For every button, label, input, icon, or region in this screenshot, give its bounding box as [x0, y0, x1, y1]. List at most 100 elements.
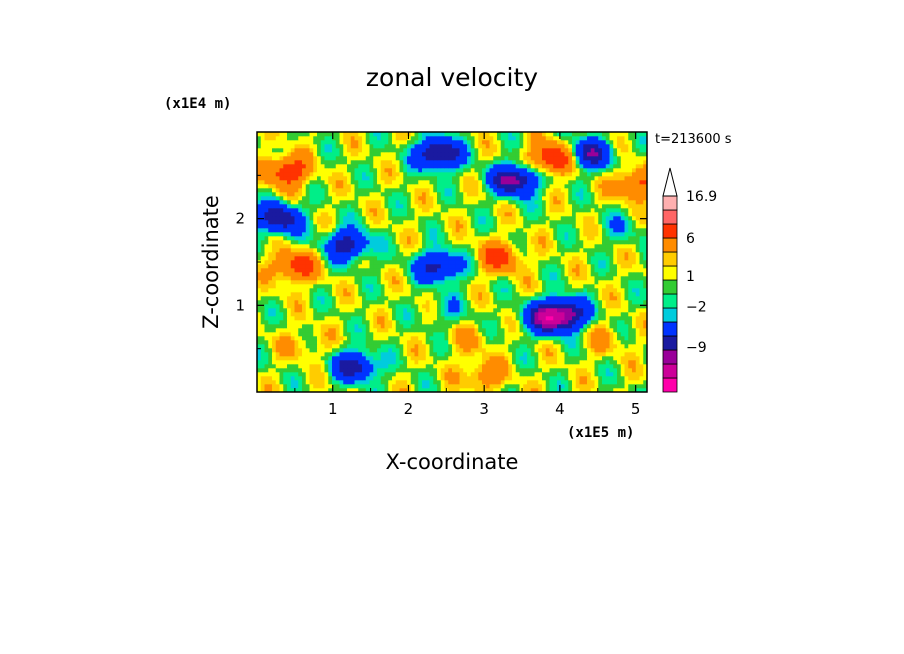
heatmap-cell [437, 264, 442, 269]
heatmap-cell [429, 276, 434, 281]
heatmap-cell [613, 356, 618, 361]
heatmap-cell [365, 240, 370, 245]
heatmap-cell [598, 284, 603, 289]
heatmap-cell [470, 320, 475, 325]
heatmap-cell [287, 372, 292, 377]
heatmap-cell [414, 208, 419, 213]
heatmap-cell [407, 316, 412, 321]
heatmap-cell [452, 308, 457, 313]
heatmap-cell [478, 292, 483, 297]
heatmap-cell [313, 244, 318, 249]
heatmap-cell [463, 256, 468, 261]
heatmap-cell [568, 360, 573, 365]
heatmap-cell [632, 200, 637, 205]
heatmap-cell [290, 288, 295, 293]
heatmap-cell [339, 280, 344, 285]
heatmap-cell [369, 328, 374, 333]
heatmap-cell [497, 312, 502, 317]
heatmap-cell [609, 384, 614, 389]
heatmap-cell [272, 360, 277, 365]
heatmap-cell [590, 244, 595, 249]
heatmap-cell [287, 204, 292, 209]
heatmap-cell [283, 236, 288, 241]
heatmap-cell [365, 348, 370, 353]
heatmap-cell [343, 212, 348, 217]
heatmap-cell [587, 372, 592, 377]
heatmap-cell [609, 336, 614, 341]
heatmap-cell [358, 240, 363, 245]
heatmap-cell [290, 208, 295, 213]
heatmap-cell [628, 352, 633, 357]
heatmap-cell [335, 348, 340, 353]
heatmap-cell [298, 364, 303, 369]
heatmap-cell [530, 368, 535, 373]
heatmap-cell [429, 348, 434, 353]
heatmap-cell [313, 240, 318, 245]
heatmap-cell [493, 212, 498, 217]
heatmap-cell [519, 352, 524, 357]
heatmap-cell [395, 212, 400, 217]
heatmap-cell [290, 204, 295, 209]
heatmap-cell [354, 232, 359, 237]
heatmap-cell [527, 320, 532, 325]
heatmap-cell [272, 272, 277, 277]
heatmap-cell [523, 356, 528, 361]
heatmap-cell [452, 244, 457, 249]
heatmap-cell [602, 292, 607, 297]
heatmap-cell [632, 232, 637, 237]
heatmap-cell [399, 332, 404, 337]
heatmap-cell [557, 376, 562, 381]
heatmap-cell [275, 312, 280, 317]
heatmap-cell [313, 248, 318, 253]
heatmap-cell [422, 284, 427, 289]
heatmap-cell [504, 216, 509, 221]
heatmap-cell [557, 372, 562, 377]
heatmap-cell [373, 344, 378, 349]
heatmap-cell [459, 304, 464, 309]
heatmap-cell [575, 328, 580, 333]
heatmap-cell [365, 212, 370, 217]
heatmap-cell [508, 376, 513, 381]
heatmap-cell [328, 236, 333, 241]
heatmap-cell [534, 212, 539, 217]
heatmap-cell [358, 380, 363, 385]
heatmap-cell [403, 200, 408, 205]
heatmap-cell [572, 336, 577, 341]
heatmap-cell [350, 220, 355, 225]
heatmap-cell [590, 324, 595, 329]
heatmap-cell [500, 344, 505, 349]
heatmap-cell [264, 256, 269, 261]
heatmap-cell [489, 236, 494, 241]
heatmap-cell [362, 276, 367, 281]
heatmap-cell [527, 268, 532, 273]
heatmap-cell [482, 228, 487, 233]
heatmap-cell [587, 268, 592, 273]
heatmap-cell [478, 216, 483, 221]
heatmap-cell [500, 224, 505, 229]
heatmap-cell [583, 280, 588, 285]
heatmap-cell [485, 364, 490, 369]
heatmap-cell [587, 220, 592, 225]
heatmap-cell [512, 228, 517, 233]
heatmap-cell [287, 304, 292, 309]
heatmap-cell [298, 288, 303, 293]
heatmap-cell [392, 336, 397, 341]
heatmap-cell [463, 368, 468, 373]
heatmap-cell [579, 252, 584, 257]
heatmap-cell [523, 232, 528, 237]
heatmap-cell [257, 272, 262, 277]
heatmap-cell [328, 268, 333, 273]
heatmap-cell [485, 204, 490, 209]
heatmap-cell [384, 252, 389, 257]
heatmap-cell [444, 304, 449, 309]
heatmap-cell [534, 320, 539, 325]
heatmap-cell [519, 204, 524, 209]
heatmap-cell [275, 388, 280, 393]
heatmap-cell [283, 224, 288, 229]
heatmap-cell [339, 380, 344, 385]
heatmap-cell [478, 272, 483, 277]
heatmap-cell [392, 264, 397, 269]
heatmap-cell [482, 204, 487, 209]
heatmap-cell [418, 344, 423, 349]
